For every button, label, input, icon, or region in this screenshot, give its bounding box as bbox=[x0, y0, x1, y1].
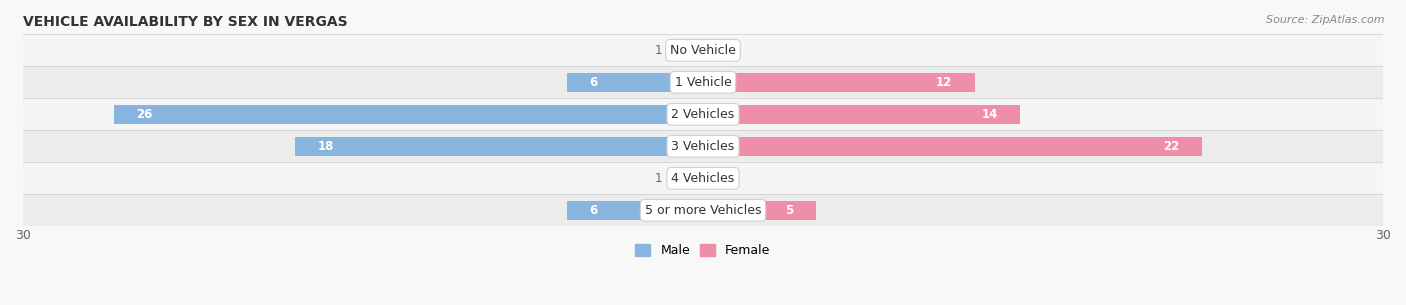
Text: 1 Vehicle: 1 Vehicle bbox=[675, 76, 731, 89]
Text: Source: ZipAtlas.com: Source: ZipAtlas.com bbox=[1267, 15, 1385, 25]
Bar bbox=[703, 137, 1202, 156]
Text: 5 or more Vehicles: 5 or more Vehicles bbox=[645, 204, 761, 217]
Text: 0: 0 bbox=[673, 44, 681, 57]
Bar bbox=[567, 73, 703, 92]
Text: 14: 14 bbox=[981, 108, 998, 121]
Bar bbox=[22, 98, 1384, 130]
Bar bbox=[22, 34, 1384, 66]
Text: 6: 6 bbox=[589, 204, 598, 217]
Text: 3 Vehicles: 3 Vehicles bbox=[672, 140, 734, 153]
Bar bbox=[703, 105, 1021, 124]
Text: 6: 6 bbox=[589, 76, 598, 89]
Bar bbox=[703, 201, 817, 220]
Text: 18: 18 bbox=[318, 140, 335, 153]
Bar bbox=[114, 105, 703, 124]
Bar bbox=[22, 130, 1384, 162]
Text: 5: 5 bbox=[786, 204, 793, 217]
Bar bbox=[22, 162, 1384, 194]
Bar bbox=[681, 41, 703, 59]
Legend: Male, Female: Male, Female bbox=[630, 239, 776, 262]
Bar bbox=[22, 66, 1384, 98]
Text: 1: 1 bbox=[655, 172, 662, 185]
Bar bbox=[681, 169, 703, 188]
Text: 0: 0 bbox=[673, 172, 681, 185]
Text: 26: 26 bbox=[136, 108, 153, 121]
Text: 4 Vehicles: 4 Vehicles bbox=[672, 172, 734, 185]
Text: 1: 1 bbox=[655, 44, 662, 57]
Bar bbox=[22, 194, 1384, 226]
Bar bbox=[703, 73, 974, 92]
Bar bbox=[295, 137, 703, 156]
Text: No Vehicle: No Vehicle bbox=[671, 44, 735, 57]
Bar bbox=[567, 201, 703, 220]
Text: VEHICLE AVAILABILITY BY SEX IN VERGAS: VEHICLE AVAILABILITY BY SEX IN VERGAS bbox=[22, 15, 347, 29]
Text: 2 Vehicles: 2 Vehicles bbox=[672, 108, 734, 121]
Text: 22: 22 bbox=[1163, 140, 1180, 153]
Text: 12: 12 bbox=[936, 76, 952, 89]
